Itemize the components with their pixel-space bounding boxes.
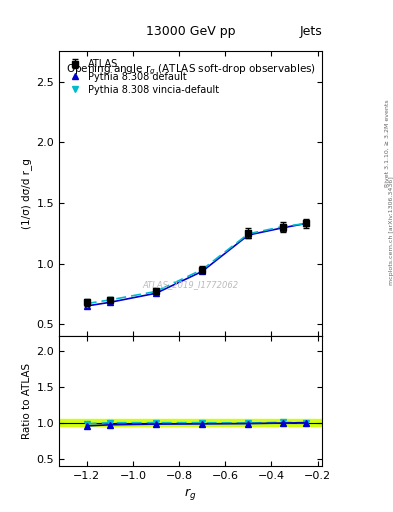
Pythia 8.308 default xyxy=(281,225,285,231)
Pythia 8.308 default xyxy=(200,268,204,274)
Pythia 8.308 vincia-default xyxy=(200,267,204,273)
Pythia 8.308 default xyxy=(246,232,251,238)
Bar xyxy=(59,419,322,426)
Legend: ATLAS, Pythia 8.308 default, Pythia 8.308 vincia-default: ATLAS, Pythia 8.308 default, Pythia 8.30… xyxy=(64,56,222,98)
X-axis label: $r_g$: $r_g$ xyxy=(184,486,197,502)
Pythia 8.308 default xyxy=(304,220,309,226)
Pythia 8.308 default xyxy=(107,300,112,306)
Y-axis label: (1/σ) dσ/d r_g: (1/σ) dσ/d r_g xyxy=(21,158,32,229)
Text: mcplots.cern.ch [arXiv:1306.3436]: mcplots.cern.ch [arXiv:1306.3436] xyxy=(389,176,393,285)
Text: ATLAS_2019_I1772062: ATLAS_2019_I1772062 xyxy=(143,281,239,289)
Pythia 8.308 default xyxy=(154,290,158,296)
Text: 13000 GeV pp: 13000 GeV pp xyxy=(146,26,235,38)
Text: Rivet 3.1.10, ≥ 3.2M events: Rivet 3.1.10, ≥ 3.2M events xyxy=(385,99,389,187)
Text: Jets: Jets xyxy=(299,26,322,38)
Pythia 8.308 vincia-default xyxy=(84,301,89,307)
Pythia 8.308 vincia-default xyxy=(304,220,309,226)
Pythia 8.308 vincia-default xyxy=(281,223,285,229)
Line: Pythia 8.308 vincia-default: Pythia 8.308 vincia-default xyxy=(83,220,310,307)
Line: Pythia 8.308 default: Pythia 8.308 default xyxy=(83,220,310,309)
Pythia 8.308 vincia-default xyxy=(246,231,251,237)
Pythia 8.308 default xyxy=(84,303,89,309)
Pythia 8.308 vincia-default xyxy=(107,297,112,303)
Pythia 8.308 vincia-default xyxy=(154,288,158,294)
Text: Opening angle r$_g$ (ATLAS soft-drop observables): Opening angle r$_g$ (ATLAS soft-drop obs… xyxy=(66,62,316,77)
Y-axis label: Ratio to ATLAS: Ratio to ATLAS xyxy=(22,363,32,439)
